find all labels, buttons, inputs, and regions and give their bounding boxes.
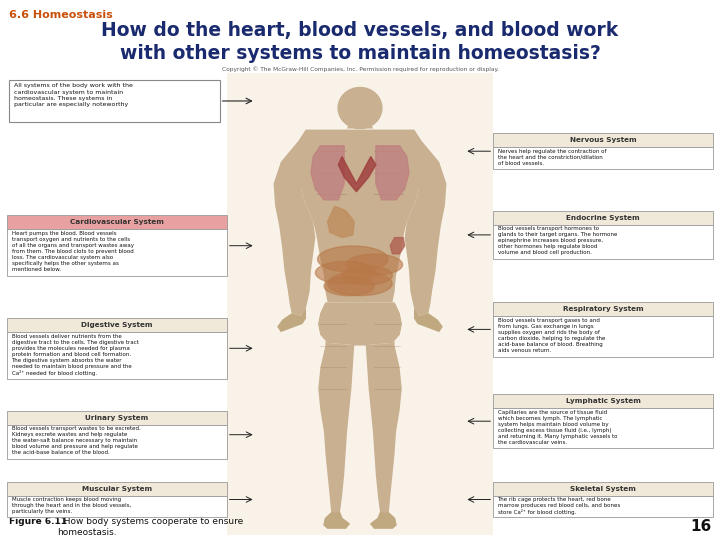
- Text: Capillaries are the source of tissue fluid
which becomes lymph. The lymphatic
sy: Capillaries are the source of tissue flu…: [498, 409, 617, 444]
- Polygon shape: [342, 266, 392, 285]
- Polygon shape: [318, 302, 360, 513]
- Bar: [493, 482, 713, 496]
- Bar: [7, 230, 227, 276]
- Bar: [493, 316, 713, 356]
- Text: Copyright © The McGraw-Hill Companies, Inc. Permission required for reproduction: Copyright © The McGraw-Hill Companies, I…: [222, 66, 498, 71]
- Bar: [493, 302, 713, 316]
- Polygon shape: [347, 121, 373, 129]
- Text: Blood vessels transport gases to and
from lungs. Gas exchange in lungs
supplies : Blood vessels transport gases to and fro…: [498, 318, 605, 353]
- Text: 6.6 Homeostasis: 6.6 Homeostasis: [9, 10, 112, 20]
- Text: How body systems cooperate to ensure
homeostasis.: How body systems cooperate to ensure hom…: [58, 517, 243, 537]
- Bar: [7, 482, 227, 496]
- Polygon shape: [324, 513, 349, 528]
- Polygon shape: [405, 130, 446, 316]
- Text: Lymphatic System: Lymphatic System: [566, 398, 640, 404]
- Polygon shape: [360, 302, 402, 513]
- Text: Blood vessels deliver nutrients from the
digestive tract to the cells. The diges: Blood vessels deliver nutrients from the…: [12, 334, 138, 376]
- Bar: [493, 133, 713, 147]
- Text: Respiratory System: Respiratory System: [563, 306, 643, 312]
- Polygon shape: [371, 513, 396, 528]
- Text: All systems of the body work with the
cardiovascular system to maintain
homeosta: All systems of the body work with the ca…: [14, 83, 132, 107]
- Text: Endocrine System: Endocrine System: [566, 215, 640, 221]
- Text: 16: 16: [690, 518, 711, 534]
- Text: Blood vessels transport hormones to
glands to their target organs. The hormone
e: Blood vessels transport hormones to glan…: [498, 226, 617, 255]
- Polygon shape: [295, 130, 425, 302]
- Text: How do the heart, blood vessels, and blood work: How do the heart, blood vessels, and blo…: [102, 21, 618, 39]
- Bar: [493, 147, 713, 169]
- Polygon shape: [376, 146, 409, 200]
- Text: Cardiovascular System: Cardiovascular System: [70, 219, 164, 225]
- Bar: [7, 332, 227, 379]
- Polygon shape: [324, 277, 374, 295]
- Text: The rib cage protects the heart, red bone
marrow produces red blood cells, and b: The rib cage protects the heart, red bon…: [498, 497, 620, 516]
- Polygon shape: [390, 238, 405, 254]
- Polygon shape: [311, 146, 344, 200]
- Bar: [7, 410, 227, 424]
- Polygon shape: [318, 246, 388, 272]
- Polygon shape: [274, 130, 315, 316]
- Text: Skeletal System: Skeletal System: [570, 485, 636, 491]
- Bar: [493, 394, 713, 408]
- Bar: [227, 73, 493, 535]
- Text: Muscular System: Muscular System: [82, 485, 152, 491]
- Bar: [7, 424, 227, 459]
- Polygon shape: [338, 87, 382, 129]
- Bar: [493, 211, 713, 225]
- Text: Urinary System: Urinary System: [86, 415, 148, 421]
- Polygon shape: [414, 308, 443, 332]
- Text: Muscle contraction keeps blood moving
through the heart and in the blood vessels: Muscle contraction keeps blood moving th…: [12, 497, 131, 514]
- Polygon shape: [277, 308, 306, 332]
- Text: Heart pumps the blood. Blood vessels
transport oxygen and nutrients to the cells: Heart pumps the blood. Blood vessels tra…: [12, 231, 133, 272]
- Bar: [7, 496, 227, 517]
- Polygon shape: [338, 157, 376, 192]
- Polygon shape: [318, 302, 402, 346]
- Bar: [9, 80, 220, 122]
- Bar: [493, 496, 713, 517]
- Text: Nerves help regulate the contraction of
the heart and the constriction/dilation
: Nerves help regulate the contraction of …: [498, 149, 606, 166]
- Polygon shape: [328, 206, 354, 238]
- Text: Figure 6.11: Figure 6.11: [9, 517, 67, 526]
- Polygon shape: [315, 261, 376, 284]
- Bar: [7, 318, 227, 332]
- Bar: [493, 225, 713, 259]
- Polygon shape: [328, 272, 392, 295]
- Bar: [493, 408, 713, 448]
- Text: with other systems to maintain homeostasis?: with other systems to maintain homeostas…: [120, 44, 600, 63]
- Bar: [7, 215, 227, 230]
- Text: Digestive System: Digestive System: [81, 322, 153, 328]
- Polygon shape: [346, 254, 402, 275]
- Text: Nervous System: Nervous System: [570, 137, 636, 143]
- Text: Blood vessels transport wastes to be excreted.
Kidneys excrete wastes and help r: Blood vessels transport wastes to be exc…: [12, 426, 140, 455]
